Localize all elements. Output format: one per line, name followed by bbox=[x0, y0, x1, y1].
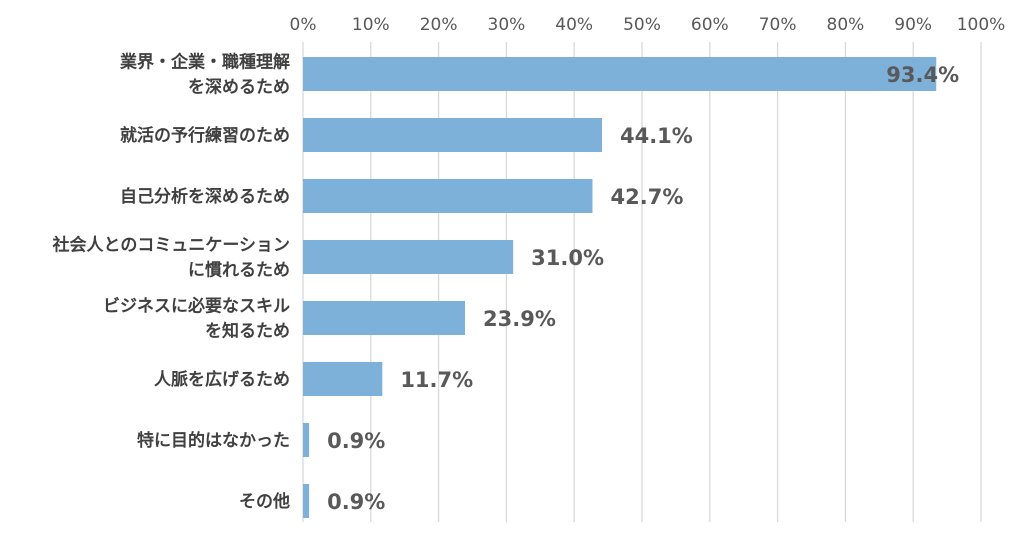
category-label: 業界・企業・職種理解 bbox=[120, 52, 290, 73]
data-label: 31.0% bbox=[531, 246, 604, 270]
data-label: 44.1% bbox=[620, 124, 693, 148]
bar bbox=[303, 179, 593, 213]
bar bbox=[303, 301, 466, 335]
bar bbox=[303, 423, 310, 457]
x-tick-label: 30% bbox=[488, 15, 526, 35]
bar bbox=[303, 484, 310, 518]
category-label: を深めるため bbox=[188, 77, 290, 98]
bar bbox=[303, 118, 602, 152]
x-tick-label: 40% bbox=[555, 15, 593, 35]
category-label: その他 bbox=[239, 491, 290, 512]
bar bbox=[303, 362, 383, 396]
x-tick-label: 50% bbox=[623, 15, 661, 35]
data-label: 93.4% bbox=[886, 63, 959, 87]
data-label: 0.9% bbox=[327, 490, 385, 514]
x-tick-label: 0% bbox=[290, 15, 317, 35]
x-tick-label: 100% bbox=[957, 15, 1006, 35]
category-label: 社会人とのコミュニケーション bbox=[52, 235, 291, 256]
x-tick-label: 70% bbox=[759, 15, 797, 35]
category-label: を知るため bbox=[205, 321, 290, 342]
data-label: 0.9% bbox=[327, 429, 385, 453]
x-tick-label: 60% bbox=[691, 15, 729, 35]
category-label: 特に目的はなかった bbox=[137, 430, 290, 451]
category-label: に慣れるため bbox=[188, 260, 290, 281]
data-label: 23.9% bbox=[483, 307, 556, 331]
category-label: ビジネスに必要なスキル bbox=[103, 296, 290, 317]
category-label: 自己分析を深めるため bbox=[120, 186, 290, 207]
category-label: 人脈を広げるため bbox=[154, 369, 290, 390]
bar bbox=[303, 57, 937, 91]
data-label: 11.7% bbox=[400, 368, 473, 392]
bar bbox=[303, 240, 514, 274]
x-tick-label: 10% bbox=[352, 15, 390, 35]
category-label: 就活の予行練習のため bbox=[120, 125, 290, 146]
x-tick-label: 80% bbox=[827, 15, 865, 35]
data-label: 42.7% bbox=[611, 185, 684, 209]
x-tick-label: 90% bbox=[894, 15, 932, 35]
x-tick-label: 20% bbox=[420, 15, 458, 35]
